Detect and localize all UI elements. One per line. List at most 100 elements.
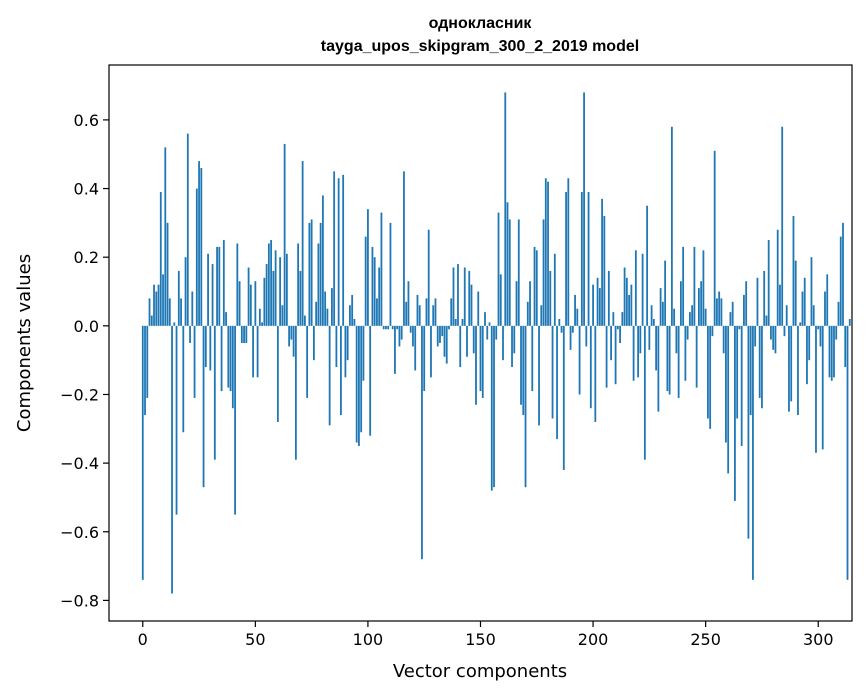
bar-70 <box>299 270 302 326</box>
bar-146 <box>470 284 473 326</box>
bar-84 <box>331 288 333 326</box>
bar-167 <box>517 219 520 326</box>
bar-30 <box>209 325 212 371</box>
bar-202 <box>596 277 599 326</box>
y-tick-label: 0.4 <box>74 180 99 199</box>
bar-246 <box>695 325 698 388</box>
bar-61 <box>279 257 282 326</box>
bar-53 <box>261 322 263 326</box>
bar-204 <box>601 198 603 326</box>
bar-143 <box>463 267 466 326</box>
bars-group <box>141 92 851 594</box>
bar-161 <box>504 92 507 326</box>
y-tick-label: −0.2 <box>60 385 99 404</box>
bar-104 <box>376 298 378 326</box>
bar-278 <box>767 240 770 326</box>
bar-203 <box>598 288 601 326</box>
bar-27 <box>202 325 205 488</box>
bar-89 <box>342 174 345 326</box>
bar-151 <box>481 325 484 398</box>
bar-21 <box>189 325 191 343</box>
bar-117 <box>405 301 408 326</box>
bar-147 <box>472 325 475 354</box>
bar-99 <box>364 236 367 326</box>
bar-190 <box>569 325 572 350</box>
bar-162 <box>506 202 509 326</box>
bar-7 <box>157 284 160 326</box>
bar-263 <box>734 325 736 501</box>
bar-50 <box>254 281 257 326</box>
bar-176 <box>538 325 540 426</box>
bar-39 <box>229 325 232 392</box>
bar-242 <box>686 325 689 340</box>
bar-139 <box>454 318 457 326</box>
bar-192 <box>574 294 576 326</box>
bar-290 <box>794 260 797 326</box>
bar-95 <box>355 325 358 443</box>
bar-15 <box>175 325 178 515</box>
bar-274 <box>758 325 761 398</box>
bar-165 <box>513 325 516 354</box>
bar-62 <box>281 305 284 326</box>
bar-180 <box>547 181 549 326</box>
bar-228 <box>655 325 658 371</box>
bar-197 <box>585 325 588 347</box>
bar-218 <box>632 325 635 381</box>
bar-105 <box>378 267 381 326</box>
bar-208 <box>610 325 612 361</box>
bar-224 <box>646 205 649 326</box>
bar-128 <box>430 325 432 378</box>
bar-166 <box>515 281 518 326</box>
bar-113 <box>396 325 399 330</box>
bar-127 <box>427 229 430 326</box>
bar-243 <box>688 312 691 326</box>
bar-185 <box>558 318 561 326</box>
bar-304 <box>826 274 829 326</box>
x-tick-label: 150 <box>465 630 496 649</box>
bar-46 <box>245 325 248 343</box>
bar-210 <box>614 325 617 385</box>
bar-142 <box>461 318 464 326</box>
bar-136 <box>448 325 450 330</box>
bar-241 <box>684 325 687 381</box>
bar-186 <box>560 325 563 333</box>
bar-16 <box>177 270 180 326</box>
bar-29 <box>207 253 209 326</box>
bar-59 <box>274 250 277 326</box>
bar-308 <box>835 325 838 340</box>
bar-121 <box>414 325 417 371</box>
bar-125 <box>423 325 426 392</box>
bar-37 <box>225 312 227 326</box>
bar-198 <box>587 191 590 326</box>
bar-189 <box>567 178 570 326</box>
bar-119 <box>409 325 412 333</box>
bar-88 <box>340 325 342 416</box>
bar-172 <box>529 281 531 326</box>
x-tick-label: 300 <box>803 630 834 649</box>
bar-236 <box>673 308 676 326</box>
y-axis-label: Components values <box>14 254 35 432</box>
bar-294 <box>803 277 806 326</box>
bar-199 <box>589 325 592 409</box>
bar-149 <box>477 291 480 326</box>
bar-94 <box>353 318 356 326</box>
bar-124 <box>421 325 423 560</box>
bar-212 <box>619 325 621 343</box>
bar-292 <box>799 322 802 326</box>
bar-52 <box>258 308 261 326</box>
bar-253 <box>711 325 714 337</box>
bar-100 <box>367 209 369 326</box>
bar-1 <box>144 325 146 416</box>
bar-175 <box>535 250 538 326</box>
bar-65 <box>288 325 291 347</box>
bar-307 <box>833 325 835 378</box>
bar-78 <box>317 243 320 326</box>
bar-132 <box>439 325 441 343</box>
bar-215 <box>625 277 628 326</box>
bar-225 <box>648 325 651 350</box>
bar-55 <box>265 264 268 326</box>
bar-79 <box>319 222 322 326</box>
bar-164 <box>511 325 513 368</box>
bar-295 <box>806 325 808 385</box>
bar-206 <box>605 325 608 388</box>
